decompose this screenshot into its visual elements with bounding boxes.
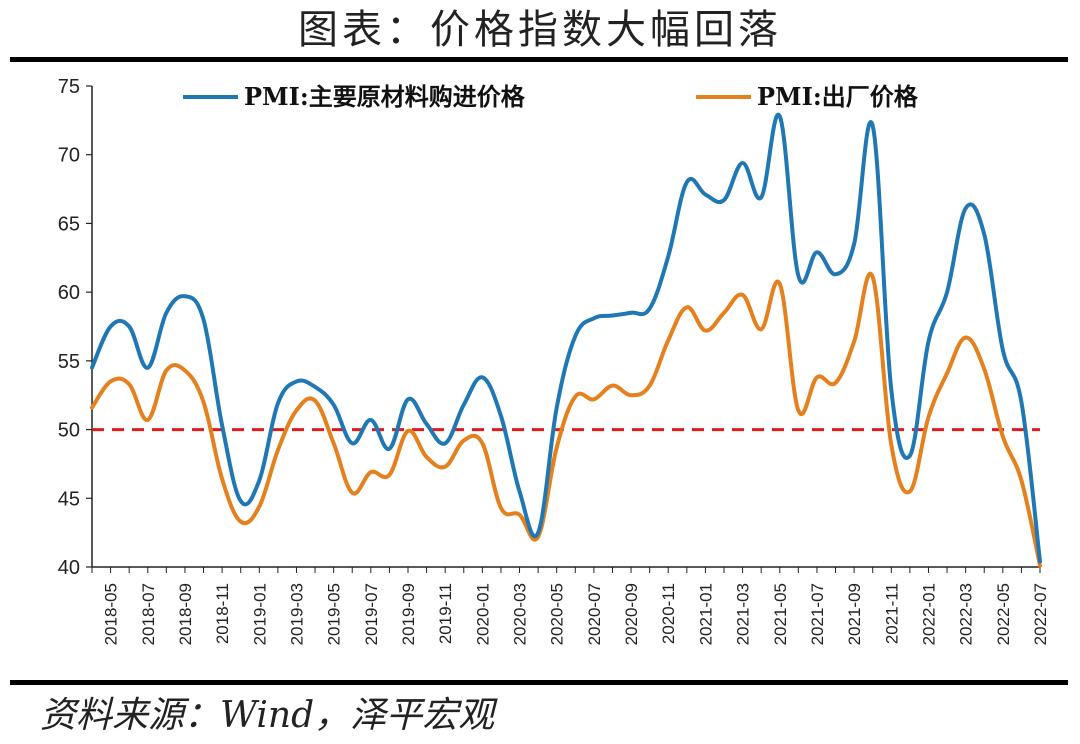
x-tick-label: 2018-05: [102, 583, 121, 645]
y-tick-label: 75: [58, 76, 80, 98]
x-tick-label: 2018-11: [213, 583, 232, 644]
x-tick-label: 2022-05: [994, 583, 1013, 645]
chart-axes: [91, 86, 1040, 568]
x-tick-label: 2021-07: [808, 583, 827, 645]
chart-legend: PMI:主要原材料购进价格 PMI:出厂价格: [183, 82, 919, 111]
y-tick-label: 60: [58, 282, 80, 304]
x-tick-label: 2019-03: [287, 583, 306, 645]
legend-label-series2: PMI:出厂价格: [757, 82, 919, 111]
x-tick-label: 2020-11: [659, 583, 678, 644]
x-tick-label: 2022-03: [957, 583, 976, 645]
x-tick-label: 2022-07: [1031, 583, 1050, 645]
x-tick-label: 2019-09: [399, 583, 418, 645]
x-tick-label: 2019-07: [362, 583, 381, 645]
x-tick-label: 2018-09: [176, 583, 195, 645]
y-tick-label: 40: [58, 557, 80, 579]
x-tick-label: 2020-07: [585, 583, 604, 645]
x-tick-label: 2020-03: [511, 583, 530, 645]
legend-label-series1: PMI:主要原材料购进价格: [244, 82, 526, 111]
x-tick-label: 2019-11: [436, 583, 455, 644]
x-tick-label: 2018-07: [139, 583, 158, 645]
x-tick-label: 2020-09: [622, 583, 641, 645]
x-tick-label: 2019-05: [325, 583, 344, 645]
top-rule: [10, 57, 1068, 62]
series-line-output-price: [90, 271, 1042, 568]
x-axis-ticks: 2018-05 2018-07 2018-09 2018-11 2019-01 2019-…: [91, 567, 1050, 645]
x-tick-label: 2021-03: [734, 583, 753, 645]
chart-title: 图表：价格指数大幅回落: [298, 7, 782, 53]
y-tick-label: 65: [58, 213, 80, 235]
x-tick-label: 2020-05: [548, 583, 567, 645]
source-note: 资料来源：Wind，泽平宏观: [40, 695, 495, 736]
x-tick-label: 2021-05: [771, 583, 790, 645]
y-tick-label: 45: [58, 488, 80, 510]
y-axis-ticks: 40 45 50 55 60 65 70 75: [58, 76, 92, 579]
x-tick-label: 2021-09: [845, 583, 864, 645]
x-tick-label: 2021-11: [882, 583, 901, 644]
x-tick-label: 2020-01: [473, 583, 492, 645]
series-line-raw-material-price: [90, 112, 1042, 564]
bottom-rule: [10, 680, 1068, 685]
series-lines: [90, 112, 1042, 568]
y-tick-label: 55: [58, 351, 80, 373]
x-tick-label: 2021-01: [696, 583, 715, 645]
x-tick-label: 2019-01: [250, 583, 269, 645]
y-tick-label: 70: [58, 145, 80, 167]
x-tick-label: 2022-01: [919, 583, 938, 645]
y-tick-label: 50: [58, 420, 80, 442]
